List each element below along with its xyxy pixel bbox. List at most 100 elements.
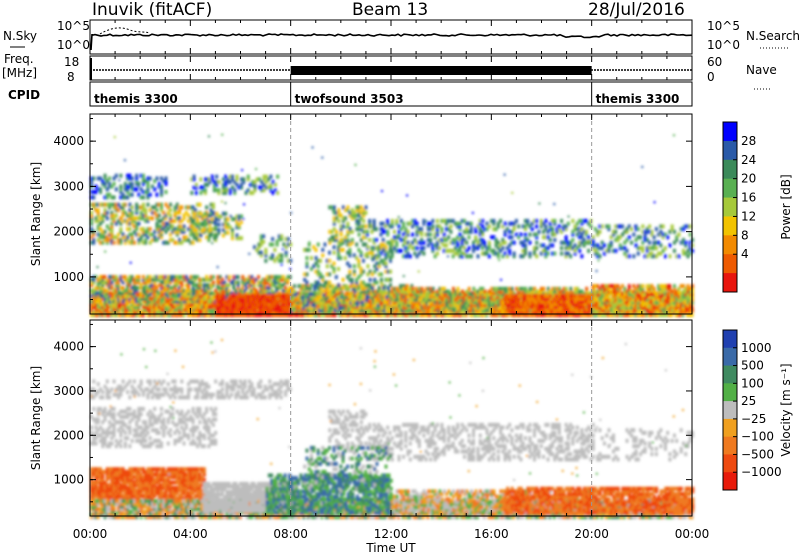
echo-cell: [284, 288, 288, 293]
echo-cell: [280, 313, 284, 318]
echo-cell: [144, 288, 148, 293]
echo-cell: [301, 305, 305, 310]
echo-cell: [94, 296, 98, 301]
echo-cell: [228, 310, 232, 315]
echo-cell: [205, 291, 209, 296]
echo-cell: [105, 313, 109, 318]
echo-cell: [153, 285, 157, 290]
echo-cell: [92, 280, 96, 285]
echo-cell: [191, 296, 195, 301]
echo-cell: [141, 291, 145, 296]
echo-cell: [241, 275, 245, 280]
echo-cell: [353, 289, 357, 294]
echo-cell: [205, 275, 209, 280]
echo-cell: [267, 310, 271, 315]
echo-cell: [121, 280, 125, 285]
echo-cell: [358, 305, 362, 310]
echo-cell: [313, 297, 317, 302]
echo-cell: [298, 313, 302, 318]
echo-cell: [219, 307, 223, 312]
echo-cell: [132, 283, 136, 288]
echo-cell: [148, 310, 152, 315]
echo-cell: [187, 307, 191, 312]
echo-cell: [281, 288, 285, 293]
echo-cell: [211, 302, 215, 307]
echo-cell: [205, 299, 209, 304]
echo-cell: [320, 297, 324, 302]
echo-cell: [117, 304, 121, 309]
echo-cell: [261, 280, 265, 285]
echo-cell: [338, 297, 342, 302]
echo-cell: [362, 289, 366, 294]
echo-cell: [198, 302, 202, 307]
echo-cell: [159, 296, 163, 301]
echo-cell: [117, 313, 121, 318]
echo-cell: [128, 277, 132, 282]
echo-cell: [130, 288, 134, 293]
echo-cell: [261, 288, 265, 293]
echo-cell: [119, 275, 123, 280]
echo-cell: [228, 302, 232, 307]
echo-cell: [119, 277, 123, 282]
echo-cell: [94, 288, 98, 293]
echo-cell: [591, 313, 595, 318]
echo-cell: [322, 289, 326, 294]
echo-cell: [196, 291, 200, 296]
echo-cell: [260, 299, 264, 304]
echo-cell: [92, 291, 96, 296]
echo-cell: [297, 303, 301, 308]
echo-cell: [652, 313, 656, 318]
echo-cell: [360, 286, 364, 291]
echo-cell: [275, 280, 279, 285]
echo-cell: [241, 283, 245, 288]
echo-cell: [278, 307, 282, 312]
echo-cell: [256, 296, 260, 301]
cpid-segment-label: themis 3300: [94, 92, 178, 106]
echo-cell: [424, 304, 428, 309]
echo-cell: [196, 313, 200, 318]
echo-cell: [169, 291, 173, 296]
echo-cell: [439, 313, 443, 318]
echo-cell: [137, 304, 141, 309]
echo-cell: [162, 275, 166, 280]
echo-cell: [184, 304, 188, 309]
echo-cell: [595, 310, 599, 315]
echo-cell: [378, 289, 382, 294]
echo-cell: [205, 288, 209, 293]
echo-cell: [187, 313, 191, 318]
echo-cell: [338, 291, 342, 296]
echo-cell: [217, 299, 221, 304]
echo-cell: [412, 310, 416, 315]
echo-cell: [313, 300, 317, 305]
echo-cell: [433, 304, 437, 309]
echo-cell: [189, 302, 193, 307]
echo-cell: [265, 299, 269, 304]
echo-cell: [308, 308, 312, 313]
echo-cell: [153, 304, 157, 309]
echo-cell: [292, 284, 296, 289]
echo-cell: [342, 313, 346, 318]
echo-cell: [349, 292, 353, 297]
echo-cell: [207, 288, 211, 293]
echo-cell: [132, 294, 136, 299]
echo-cell: [182, 302, 186, 307]
echo-cell: [101, 304, 105, 309]
cpid-segment-label: themis 3300: [596, 92, 680, 106]
echo-cell: [326, 305, 330, 310]
echo-cell: [266, 291, 270, 296]
echo-cell: [344, 297, 348, 302]
echo-cell: [253, 299, 257, 304]
echo-cell: [153, 313, 157, 318]
echo-cell: [233, 304, 237, 309]
echo-cell: [137, 291, 141, 296]
echo-cell: [369, 313, 373, 318]
echo-cell: [274, 310, 278, 315]
echo-cell: [103, 280, 107, 285]
echo-cell: [308, 302, 312, 307]
echo-cell: [223, 291, 227, 296]
echo-cell: [374, 310, 378, 315]
echo-cell: [175, 294, 179, 299]
echo-cell: [618, 313, 622, 318]
echo-cell: [155, 285, 159, 290]
echo-cell: [205, 302, 209, 307]
